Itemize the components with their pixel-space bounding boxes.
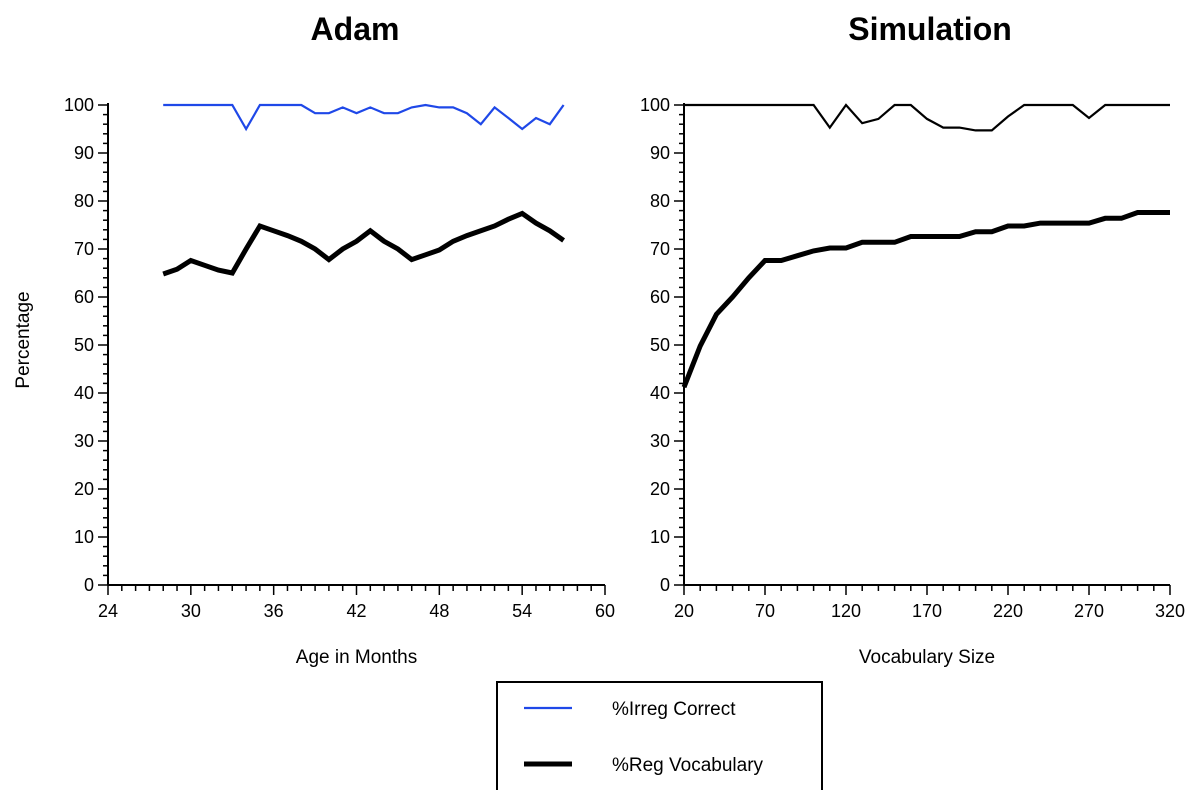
- y-tick-label: 60: [650, 287, 670, 307]
- legend-box: [496, 681, 823, 790]
- y-tick-label: 100: [64, 95, 94, 115]
- y-tick-label: 80: [650, 191, 670, 211]
- y-tick-label: 50: [650, 335, 670, 355]
- y-tick-label: 70: [650, 239, 670, 259]
- series-line-reg-vocabulary: [681, 210, 1170, 389]
- x-tick-label: 36: [264, 601, 284, 621]
- y-tick-label: 10: [650, 527, 670, 547]
- series-line-reg-vocabulary: [162, 210, 566, 277]
- x-axis-label: Age in Months: [296, 647, 417, 668]
- x-tick-label: 170: [912, 601, 942, 621]
- x-tick-label: 48: [429, 601, 449, 621]
- x-tick-label: 270: [1074, 601, 1104, 621]
- x-tick-label: 24: [98, 601, 118, 621]
- x-tick-label: 30: [181, 601, 201, 621]
- y-tick-label: 0: [660, 575, 670, 595]
- x-tick-label: 320: [1155, 601, 1185, 621]
- y-tick-label: 90: [650, 143, 670, 163]
- chart-title: Simulation: [848, 11, 1012, 47]
- y-tick-label: 40: [650, 383, 670, 403]
- y-tick-label: 30: [74, 431, 94, 451]
- y-axis-label: Percentage: [13, 291, 34, 388]
- y-tick-label: 0: [84, 575, 94, 595]
- y-tick-label: 70: [74, 239, 94, 259]
- x-axis-label: Vocabulary Size: [859, 647, 995, 668]
- y-tick-label: 40: [74, 383, 94, 403]
- series-line-irreg-correct: [163, 103, 565, 132]
- x-tick-label: 220: [993, 601, 1023, 621]
- x-tick-label: 70: [755, 601, 775, 621]
- y-tick-label: 100: [640, 95, 670, 115]
- x-tick-label: 54: [512, 601, 532, 621]
- legend-label: %Irreg Correct: [612, 699, 736, 720]
- chart-title: Adam: [311, 11, 400, 47]
- x-tick-label: 60: [595, 601, 615, 621]
- x-tick-label: 20: [674, 601, 694, 621]
- y-tick-label: 20: [650, 479, 670, 499]
- series-line-irreg-correct: [684, 103, 1170, 132]
- x-tick-label: 42: [346, 601, 366, 621]
- y-tick-label: 90: [74, 143, 94, 163]
- y-tick-label: 20: [74, 479, 94, 499]
- x-tick-label: 120: [831, 601, 861, 621]
- y-tick-label: 10: [74, 527, 94, 547]
- legend-label: %Reg Vocabulary: [612, 755, 764, 776]
- y-tick-label: 60: [74, 287, 94, 307]
- y-tick-label: 30: [650, 431, 670, 451]
- y-tick-label: 80: [74, 191, 94, 211]
- y-tick-label: 50: [74, 335, 94, 355]
